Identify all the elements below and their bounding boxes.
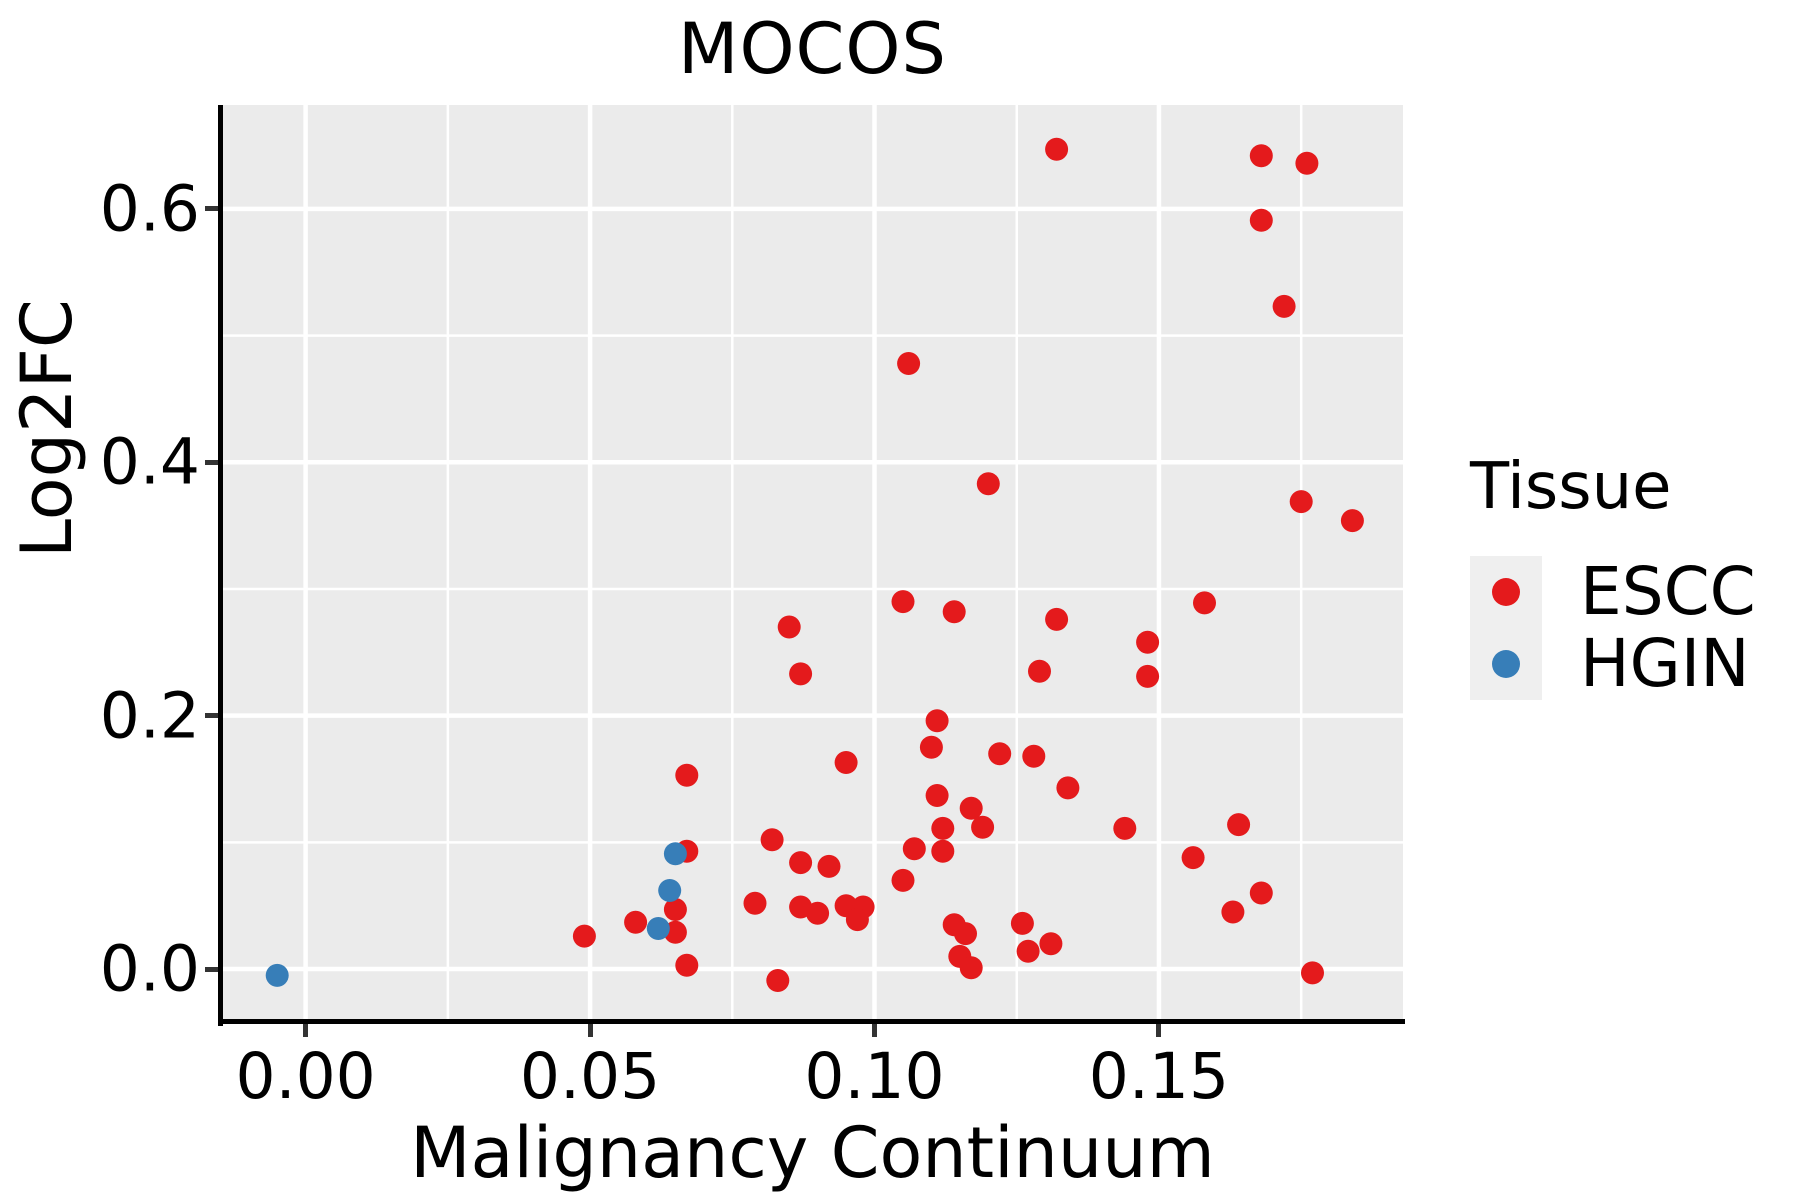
data-point-escc [1181, 846, 1205, 870]
data-point-escc [806, 901, 830, 925]
data-point-hgin [658, 879, 682, 902]
data-point-escc [789, 662, 813, 686]
y-tick-mark [205, 713, 218, 719]
legend-item-label: HGIN [1580, 625, 1750, 702]
data-point-escc [834, 751, 858, 774]
data-point-escc [902, 837, 926, 861]
data-point-escc [1249, 881, 1273, 905]
y-tick-label: 0.6 [99, 172, 200, 246]
data-point-escc [1295, 151, 1319, 175]
x-tick-mark [1156, 1024, 1162, 1037]
data-point-escc [1136, 664, 1160, 688]
legend-dot-hgin [1492, 650, 1520, 678]
legend-dot-escc [1492, 578, 1520, 606]
data-point-escc [1010, 911, 1034, 935]
data-point-escc [675, 953, 699, 977]
y-tick-mark [205, 206, 218, 212]
data-point-escc [959, 796, 983, 820]
data-point-escc [931, 816, 955, 840]
data-point-escc [1045, 137, 1069, 161]
data-point-escc [1227, 813, 1251, 837]
data-point-escc [675, 763, 699, 787]
legend: Tissue ESCC HGIN [1470, 450, 1756, 700]
data-point-escc [777, 615, 801, 639]
data-point-escc [1289, 490, 1313, 514]
x-tick-mark [587, 1024, 593, 1037]
data-point-escc [789, 851, 813, 875]
x-tick-label: 0.15 [1088, 1040, 1230, 1113]
data-point-escc [1022, 744, 1046, 768]
data-point-escc [1272, 294, 1296, 318]
data-point-escc [1028, 659, 1051, 683]
chart-title: MOCOS [678, 8, 947, 90]
y-tick-mark [205, 459, 218, 465]
data-point-escc [1249, 144, 1273, 168]
y-tick-label: 0.2 [99, 679, 200, 753]
data-point-escc [663, 898, 687, 921]
legend-title: Tissue [1470, 450, 1672, 524]
y-tick-label: 0.4 [99, 425, 200, 499]
data-point-escc [1016, 939, 1040, 963]
legend-item-escc: ESCC [1470, 556, 1756, 628]
legend-item-label: ESCC [1580, 553, 1756, 630]
data-point-escc [1221, 900, 1245, 924]
data-point-escc [1056, 776, 1080, 800]
data-point-escc [572, 924, 596, 948]
data-point-escc [1193, 591, 1216, 615]
data-point-escc [1340, 509, 1364, 533]
legend-key [1470, 628, 1542, 700]
x-axis-title: Malignancy Continuum [410, 1112, 1215, 1194]
data-point-escc [891, 868, 915, 892]
data-point-hgin [646, 917, 670, 940]
data-point-escc [766, 969, 790, 992]
data-point-hgin [663, 842, 687, 866]
data-point-escc [931, 839, 955, 863]
x-tick-label: 0.05 [519, 1040, 661, 1113]
data-point-escc [1039, 932, 1063, 956]
x-tick-mark [303, 1024, 309, 1037]
data-point-escc [925, 709, 949, 733]
data-point-escc [817, 854, 841, 878]
data-point-escc [1045, 607, 1069, 631]
data-point-escc [919, 735, 943, 759]
data-point-escc [1113, 816, 1137, 840]
data-point-escc [1136, 630, 1160, 654]
data-point-escc [942, 600, 966, 624]
data-point-escc [624, 910, 648, 934]
data-point-escc [1301, 961, 1324, 985]
legend-item-hgin: HGIN [1470, 628, 1756, 700]
data-point-escc [760, 828, 784, 852]
legend-key [1470, 556, 1542, 628]
data-point-escc [954, 922, 977, 946]
data-point-escc [891, 590, 915, 614]
data-point-escc [743, 891, 767, 915]
data-point-escc [971, 815, 995, 839]
x-axis-line [218, 1019, 1405, 1024]
y-tick-label: 0.0 [99, 932, 200, 1006]
x-tick-label: 0.00 [235, 1040, 376, 1113]
data-point-escc [1249, 208, 1273, 232]
data-point-escc [988, 742, 1012, 766]
x-tick-label: 0.10 [804, 1040, 945, 1113]
data-point-escc [976, 472, 1000, 496]
x-tick-mark [872, 1024, 877, 1037]
data-point-escc [925, 784, 949, 807]
y-axis-line [218, 105, 223, 1026]
data-point-escc [663, 920, 687, 944]
data-point-escc [897, 352, 921, 375]
data-point-hgin [265, 963, 289, 987]
data-point-escc [959, 956, 983, 980]
plot-panel [222, 105, 1403, 1021]
y-tick-mark [205, 966, 218, 972]
legend-items: ESCC HGIN [1470, 556, 1756, 700]
data-point-escc [845, 908, 869, 932]
